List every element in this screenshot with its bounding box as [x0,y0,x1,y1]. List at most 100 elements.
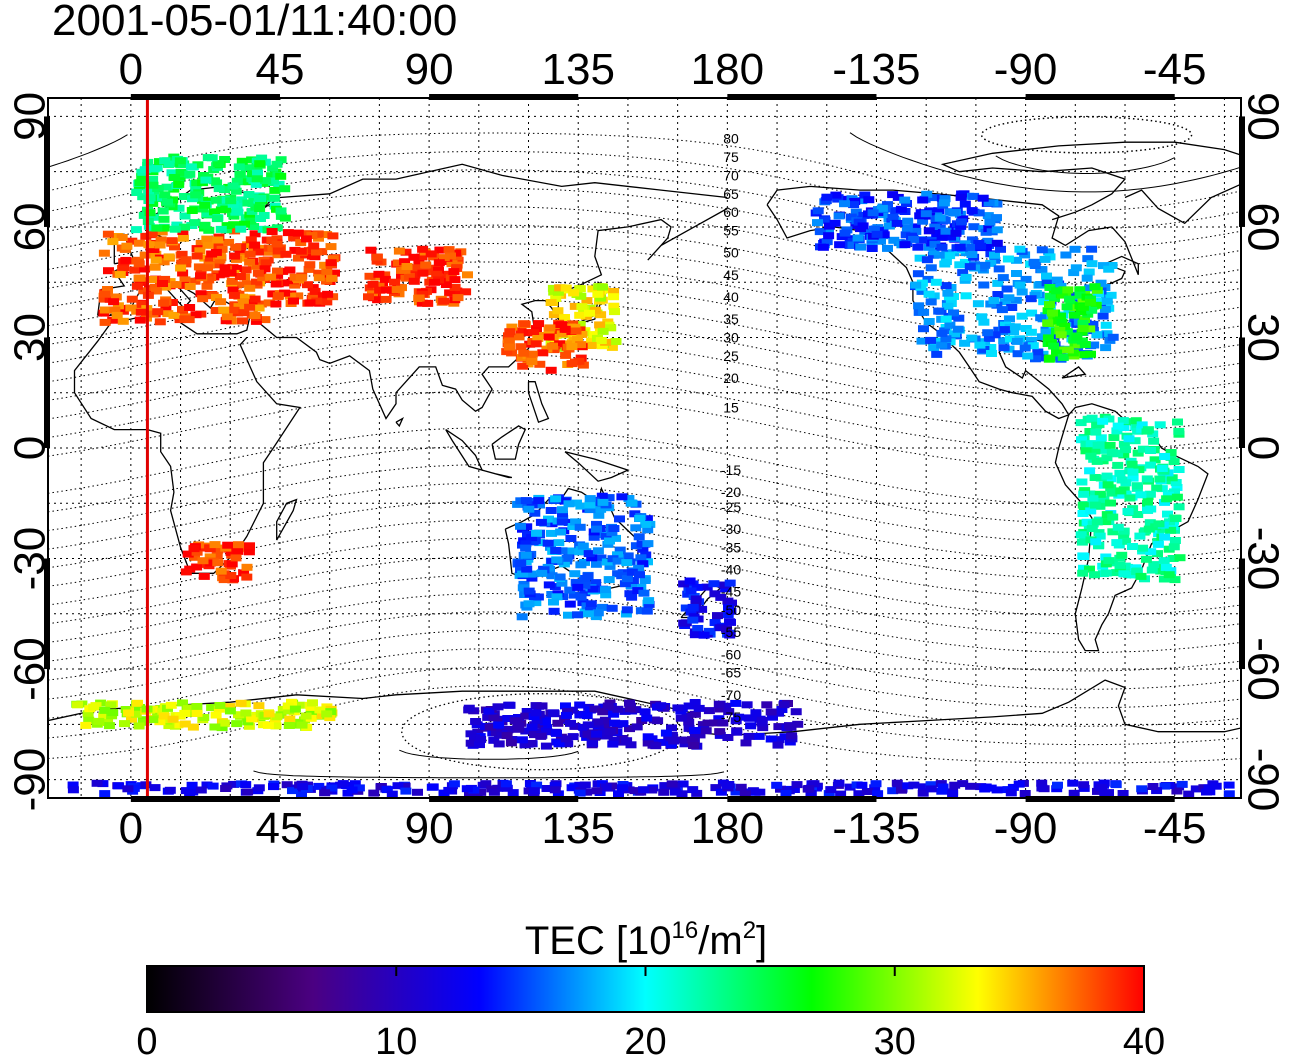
tec-cell [679,740,691,748]
tec-cell [545,299,557,306]
x-tick-label-bottom: 0 [119,804,143,853]
tec-cell [553,539,565,547]
tec-cell [501,348,513,356]
tec-cell [300,235,312,243]
tec-cell [148,246,160,253]
tec-cell [215,567,227,575]
tec-cell [251,175,263,183]
tec-cell [603,494,615,502]
tec-cell [724,579,736,587]
tec-cell [131,282,143,290]
tec-cell [1173,466,1185,473]
tec-cell [150,287,162,295]
tec-cell [371,253,383,261]
tec-cell [1129,437,1141,445]
tec-cell [236,196,248,204]
contour-line [48,648,1241,727]
tec-cell [218,270,230,278]
tec-cell [488,714,500,722]
tec-cell [984,218,996,226]
tec-cell [552,790,564,798]
tec-cell [401,263,413,270]
tec-cell [778,701,790,709]
tec-cell [408,253,420,261]
tec-cell [1001,285,1013,293]
tec-cell [507,789,519,797]
tec-cell [1099,446,1111,454]
tec-cell [947,790,959,798]
tec-cell [712,612,723,620]
tec-cell [541,785,553,792]
tec-cell [250,180,262,188]
tec-cell [132,699,143,707]
tec-cell [1039,255,1051,263]
tec-cell [852,234,864,242]
tec-cell [1158,575,1170,583]
tec-cell [1081,518,1093,526]
tec-cell [98,712,110,720]
tec-cell [452,294,464,302]
tec-cell [601,558,613,566]
tec-cell [1076,538,1088,546]
tec-cell [556,330,568,338]
tec-cell [158,224,170,232]
tec-cell [463,704,475,712]
tec-cell [912,270,924,278]
tec-cell [296,790,307,798]
tec-cell [592,290,604,298]
tec-cell [158,299,170,307]
tec-cell [287,787,298,795]
tec-cell [537,349,549,357]
tec-cell [593,511,605,519]
tec-cell [902,782,914,790]
tec-cell [248,223,260,230]
tec-cell [263,710,275,718]
tec-cell [295,247,307,255]
tec-cell [633,564,645,572]
tec-cell [110,293,122,301]
tec-cell [1124,494,1136,502]
tec-cell [1159,782,1171,790]
tec-cell [567,523,579,530]
tec-cell [1084,298,1096,306]
tec-cell [868,225,880,233]
x-tick-label-top: -45 [1143,45,1207,94]
tec-cell [1105,499,1116,507]
tec-cell [930,219,942,227]
tec-cell [739,790,751,798]
coastline [481,469,513,479]
tec-cell [292,229,304,237]
tec-cell [745,722,757,730]
tec-cell [590,306,602,314]
tec-cell [1126,460,1138,468]
tec-cell [950,229,962,237]
tec-cell [288,297,299,305]
tec-cell [154,318,166,326]
tec-cell [462,271,473,279]
tec-cell [570,327,582,335]
tec-cell [626,568,638,576]
tec-cell [692,625,704,632]
contour-label: 60 [723,204,739,220]
tec-cell [566,360,578,368]
tec-cell [892,193,904,201]
tec-cell [571,579,583,587]
tec-cell [942,302,954,310]
tec-cell [936,341,948,349]
tec-cell [523,600,535,608]
tec-cell [157,280,168,287]
tec-cell [292,292,304,300]
tec-cell [400,248,412,256]
contour-line [48,556,1241,635]
tec-cell [982,237,994,245]
tec-cell [118,264,130,272]
tec-cell [642,526,654,534]
tec-cell [554,284,566,292]
tec-cell [998,337,1010,345]
tec-cell [1091,331,1103,339]
tec-cell [1106,448,1118,456]
tec-cell [543,333,555,341]
tec-cell [244,250,256,258]
tec-cell [964,263,976,271]
tec-cell [572,611,583,619]
